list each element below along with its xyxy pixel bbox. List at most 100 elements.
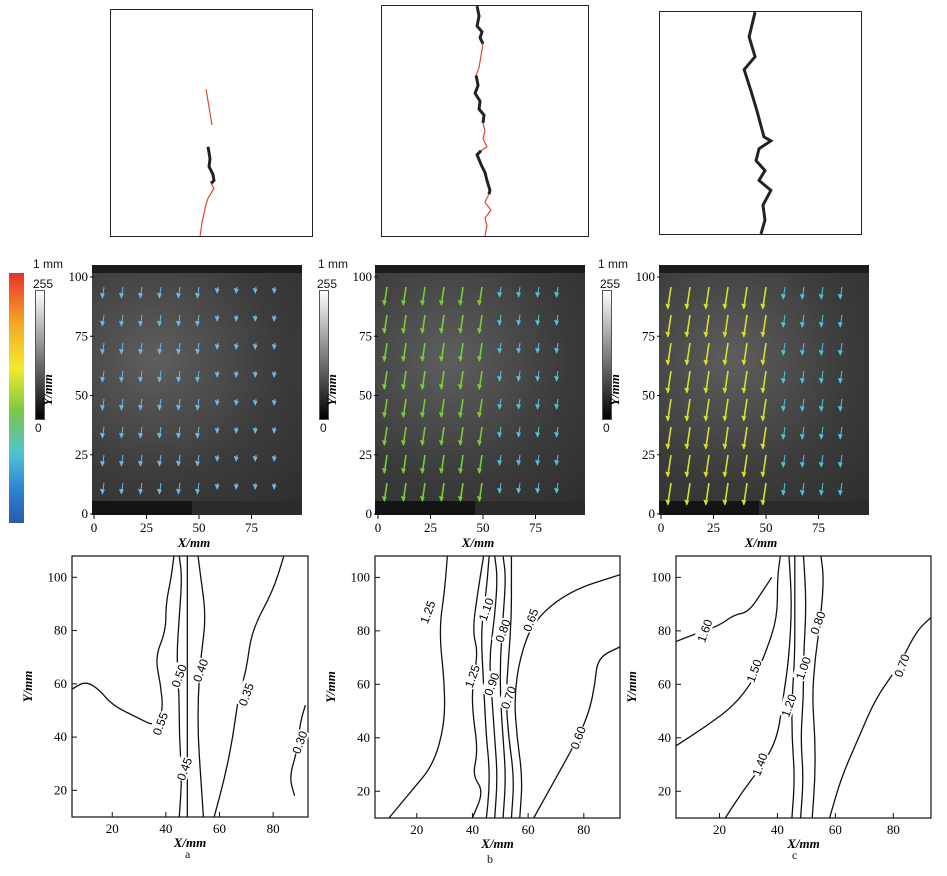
vector-arrow	[252, 426, 258, 434]
vector-arrow	[400, 314, 407, 334]
vector-arrow	[99, 398, 105, 411]
vector-arrow	[252, 482, 258, 490]
vector-arrow	[156, 482, 162, 495]
vector-arrow	[252, 398, 258, 406]
vector-arrow	[476, 482, 483, 502]
vector-arrow	[214, 398, 220, 406]
vector-arrow	[554, 426, 560, 438]
vector-arrow	[799, 370, 805, 384]
vector-arrow	[780, 454, 786, 468]
vector-arrow	[760, 314, 767, 338]
vector-field-b	[381, 286, 560, 502]
vector-arrow	[684, 314, 691, 338]
vector-arrow	[438, 426, 445, 446]
vector-arrow	[438, 454, 445, 474]
gray-bar-c	[602, 290, 612, 420]
vector-arrow	[741, 482, 748, 506]
vector-arrow	[194, 342, 200, 355]
y-axis-label: Y/mm	[323, 671, 338, 703]
gray-bar-c-max: 255	[600, 277, 621, 291]
vector-arrow	[252, 342, 258, 350]
gray-bar-a	[35, 290, 45, 420]
contour-label: 0.80	[807, 609, 828, 636]
vector-arrow	[760, 398, 767, 422]
y-tick-label: 0	[649, 506, 656, 521]
contour-label: 1.50	[744, 657, 765, 684]
vector-arrow	[535, 370, 541, 382]
vector-arrow	[497, 482, 503, 494]
crack-path-b	[473, 5, 492, 237]
vector-arrow	[722, 370, 729, 394]
vector-arrow	[381, 454, 388, 474]
vector-arrow	[703, 314, 710, 338]
vector-arrow	[684, 482, 691, 506]
vector-arrow	[175, 314, 181, 327]
vector-arrow	[684, 370, 691, 394]
crack-sketch-b	[381, 5, 589, 237]
vector-arrow	[438, 370, 445, 390]
vector-arrow	[252, 370, 258, 378]
color-scale-bar	[9, 273, 24, 523]
vector-arrow	[760, 454, 767, 478]
vector-arrow	[497, 314, 503, 326]
y-tick-label: 80	[357, 623, 370, 638]
vector-arrow	[780, 398, 786, 412]
vector-arrow	[156, 314, 162, 327]
vector-arrow	[214, 454, 220, 462]
vector-arrow	[837, 314, 843, 328]
vector-arrow	[400, 398, 407, 418]
y-tick-label: 25	[359, 447, 372, 462]
vector-arrow	[233, 426, 239, 434]
contour-line	[176, 556, 182, 817]
vector-arrow	[684, 426, 691, 450]
vector-arrow	[419, 482, 426, 502]
scale-label-a: 1 mm	[33, 257, 63, 271]
vector-arrow	[99, 426, 105, 439]
vector-arrow	[175, 426, 181, 439]
vector-arrow	[99, 370, 105, 383]
vector-arrow	[137, 426, 143, 439]
y-tick-label: 75	[75, 328, 88, 343]
vector-arrow	[554, 314, 560, 326]
vector-arrow	[535, 426, 541, 438]
vector-arrow	[457, 370, 464, 390]
y-tick-label: 50	[642, 388, 655, 403]
vector-arrow	[476, 286, 483, 306]
contour-label: 1.25	[417, 598, 438, 625]
contour-label: 0.55	[150, 710, 171, 737]
vector-arrow	[799, 286, 805, 300]
vector-arrow	[400, 482, 407, 502]
x-tick-label: 25	[424, 520, 437, 535]
vector-arrow	[137, 482, 143, 495]
color-bar-min: 0	[35, 421, 42, 435]
contour-panel-a: 20 40 60 8020406080100X/mmY/mm0.550.500.450…	[20, 555, 311, 850]
vector-arrow	[722, 398, 729, 422]
gray-bar-b	[319, 290, 329, 420]
vector-arrow	[780, 286, 786, 300]
vector-arrow	[818, 370, 824, 384]
x-tick-label: 25	[140, 520, 153, 535]
y-tick-label: 50	[75, 388, 88, 403]
vector-arrow	[99, 342, 105, 355]
vector-arrow	[194, 482, 200, 495]
vector-arrow	[535, 314, 541, 326]
dic-image-c	[659, 265, 869, 515]
x-tick-label: 50	[760, 520, 773, 535]
scale-label-c: 1 mm	[598, 257, 628, 271]
vector-arrow	[554, 370, 560, 382]
vector-arrow	[457, 314, 464, 334]
x-tick-label: 20	[410, 822, 423, 837]
contour-line	[514, 574, 620, 818]
vector-arrow	[497, 454, 503, 466]
vector-arrow	[457, 286, 464, 306]
vector-arrow	[233, 342, 239, 350]
vector-arrow	[419, 398, 426, 418]
y-tick-label: 0	[366, 506, 373, 521]
vector-arrow	[99, 454, 105, 467]
vector-arrow	[233, 370, 239, 378]
vector-arrow	[419, 286, 426, 306]
y-tick-label: 100	[351, 569, 371, 584]
vector-arrow	[271, 370, 277, 378]
gray-bar-b-max: 255	[317, 277, 338, 291]
